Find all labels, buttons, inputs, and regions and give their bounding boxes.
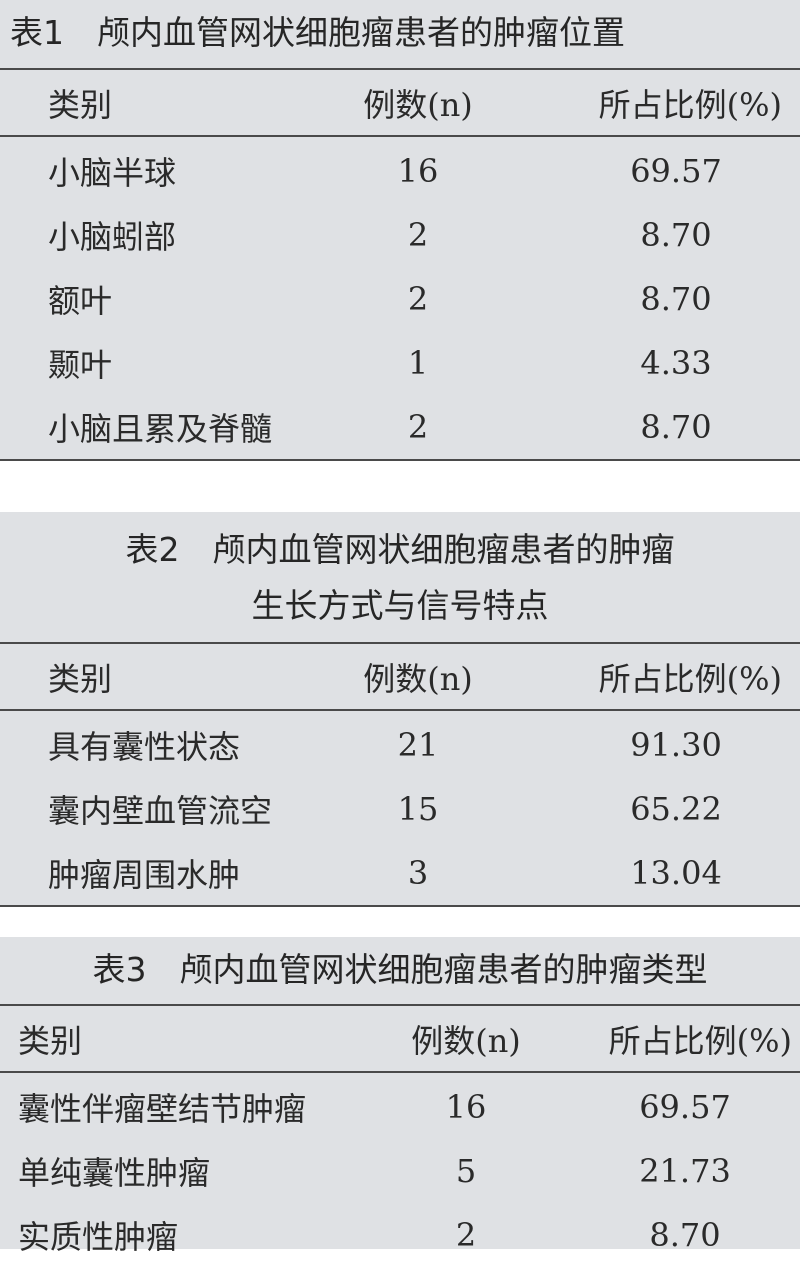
table-2-title: 表2 颅内血管网状细胞瘤患者的肿瘤 生长方式与信号特点 <box>0 512 800 644</box>
header-category: 类别 <box>48 85 113 124</box>
count-cell: 21 <box>397 726 439 764</box>
category-cell: 颞叶 <box>48 346 113 384</box>
table-3-title: 表3 颅内血管网状细胞瘤患者的肿瘤类型 <box>0 937 800 1006</box>
percent-cell: 8.70 <box>640 216 712 254</box>
category-cell: 囊内壁血管流空 <box>48 792 273 830</box>
table-row: 囊内壁血管流空 15 65.22 <box>0 777 800 841</box>
percent-cell: 91.30 <box>630 726 722 764</box>
percent-cell: 21.73 <box>639 1152 731 1190</box>
table-row: 小脑且累及脊髓 2 8.70 <box>0 395 800 459</box>
table-1-body: 小脑半球 16 69.57 小脑蚓部 2 8.70 额叶 2 8.70 颞叶 1 4.33 小脑且累及脊… <box>0 139 800 459</box>
category-cell: 囊性伴瘤壁结节肿瘤 <box>18 1090 307 1128</box>
percent-cell: 8.70 <box>640 280 712 318</box>
table-row: 颞叶 1 4.33 <box>0 331 800 395</box>
table-row: 小脑半球 16 69.57 <box>0 139 800 203</box>
table-3: 表3 颅内血管网状细胞瘤患者的肿瘤类型 类别 例数(n) 所占比例(%) 囊性伴瘤壁… <box>0 937 800 1256</box>
table-3-body: 囊性伴瘤壁结节肿瘤 16 69.57 单纯囊性肿瘤 5 21.73 实质性肿瘤 2 8.70 <box>0 1075 800 1267</box>
table-row: 额叶 2 8.70 <box>0 267 800 331</box>
percent-cell: 13.04 <box>630 854 722 892</box>
percent-cell: 4.33 <box>640 344 712 382</box>
percent-cell: 69.57 <box>639 1088 731 1126</box>
count-cell: 3 <box>407 854 429 892</box>
count-cell: 2 <box>455 1216 477 1254</box>
table-row: 实质性肿瘤 2 8.70 <box>0 1203 800 1267</box>
count-cell: 2 <box>407 408 429 446</box>
header-count: 例数(n) <box>363 659 473 698</box>
header-percent: 所占比例(%) <box>608 1021 792 1060</box>
table-2: 表2 颅内血管网状细胞瘤患者的肿瘤 生长方式与信号特点 类别 例数(n) 所占比例(%… <box>0 512 800 907</box>
table-row: 单纯囊性肿瘤 5 21.73 <box>0 1139 800 1203</box>
table-row: 肿瘤周围水肿 3 13.04 <box>0 841 800 905</box>
percent-cell: 65.22 <box>630 790 722 828</box>
table-3-header: 类别 例数(n) 所占比例(%) <box>0 1006 800 1073</box>
count-cell: 5 <box>455 1152 477 1190</box>
table-row: 囊性伴瘤壁结节肿瘤 16 69.57 <box>0 1075 800 1139</box>
category-cell: 实质性肿瘤 <box>18 1218 179 1256</box>
percent-cell: 69.57 <box>630 152 722 190</box>
table-2-title-line1: 表2 颅内血管网状细胞瘤患者的肿瘤 <box>125 530 675 569</box>
header-category: 类别 <box>48 659 113 698</box>
category-cell: 小脑蚓部 <box>48 218 177 256</box>
table-1-header: 类别 例数(n) 所占比例(%) <box>0 70 800 137</box>
count-cell: 16 <box>445 1088 487 1126</box>
table-row: 具有囊性状态 21 91.30 <box>0 713 800 777</box>
table-2-title-line2: 生长方式与信号特点 <box>251 586 549 625</box>
percent-cell: 8.70 <box>649 1216 721 1254</box>
count-cell: 1 <box>407 344 429 382</box>
header-count: 例数(n) <box>411 1021 521 1060</box>
header-percent: 所占比例(%) <box>598 659 782 698</box>
table-2-body: 具有囊性状态 21 91.30 囊内壁血管流空 15 65.22 肿瘤周围水肿 3 13.04 <box>0 713 800 905</box>
count-cell: 2 <box>407 280 429 318</box>
count-cell: 15 <box>397 790 439 828</box>
header-category: 类别 <box>18 1021 83 1060</box>
category-cell: 单纯囊性肿瘤 <box>18 1154 211 1192</box>
category-cell: 额叶 <box>48 282 113 320</box>
category-cell: 小脑半球 <box>48 154 177 192</box>
count-cell: 16 <box>397 152 439 190</box>
category-cell: 肿瘤周围水肿 <box>48 856 241 894</box>
category-cell: 具有囊性状态 <box>48 728 241 766</box>
table-2-header: 类别 例数(n) 所占比例(%) <box>0 644 800 711</box>
header-count: 例数(n) <box>363 85 473 124</box>
header-percent: 所占比例(%) <box>598 85 782 124</box>
table-row: 小脑蚓部 2 8.70 <box>0 203 800 267</box>
table-1-title: 表1 颅内血管网状细胞瘤患者的肿瘤位置 <box>0 0 800 70</box>
percent-cell: 8.70 <box>640 408 712 446</box>
table-1: 表1 颅内血管网状细胞瘤患者的肿瘤位置 类别 例数(n) 所占比例(%) 小脑半球 1… <box>0 0 800 461</box>
category-cell: 小脑且累及脊髓 <box>48 410 273 448</box>
count-cell: 2 <box>407 216 429 254</box>
